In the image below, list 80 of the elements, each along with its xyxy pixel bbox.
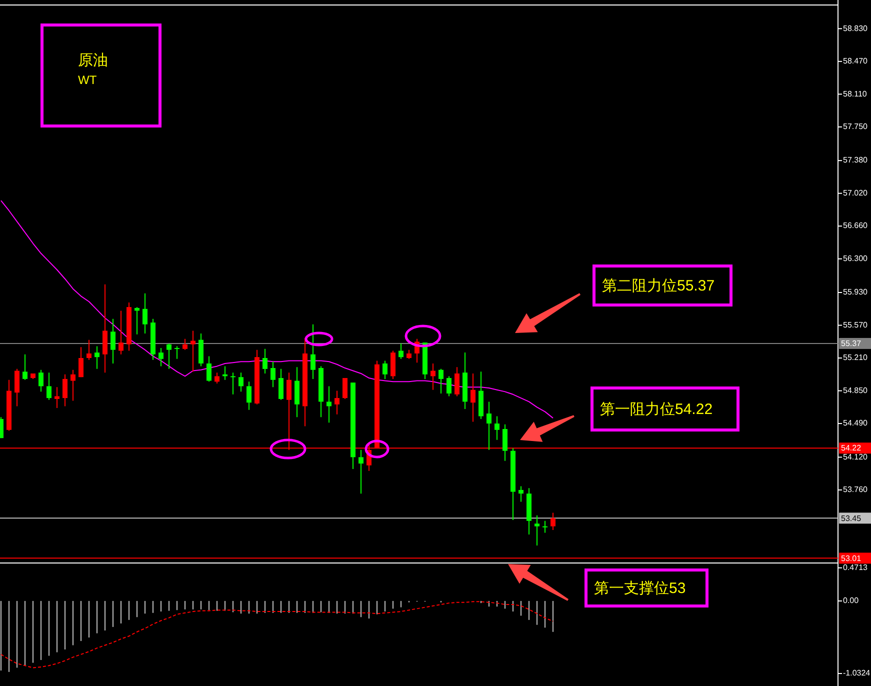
candlestick bbox=[22, 354, 28, 380]
y-tick-label: 55.210 bbox=[843, 353, 868, 362]
y-tick-label: -1.0324 bbox=[843, 668, 871, 678]
candlestick bbox=[54, 386, 60, 409]
line-series bbox=[0, 200, 554, 419]
ref-line-label: 54.22 bbox=[841, 444, 862, 453]
y-tick-label: 58.470 bbox=[843, 56, 868, 66]
candlestick bbox=[238, 372, 244, 392]
candlestick bbox=[494, 416, 500, 440]
y-tick-label: 58.110 bbox=[843, 89, 868, 98]
y-tick-label: 0.00 bbox=[843, 596, 860, 606]
candlestick bbox=[102, 284, 108, 374]
candlestick bbox=[534, 514, 540, 546]
text: 第一支撑位53 bbox=[594, 580, 686, 597]
candlestick bbox=[310, 324, 316, 380]
y-tick-label: 54.120 bbox=[843, 452, 868, 462]
candlestick bbox=[198, 332, 204, 367]
y-tick-label: 56.660 bbox=[843, 221, 868, 230]
candlestick bbox=[278, 368, 284, 400]
y-tick-label: 55.930 bbox=[843, 288, 868, 297]
candlestick bbox=[470, 372, 476, 422]
candlestick bbox=[246, 381, 252, 410]
candlestick bbox=[550, 512, 556, 530]
candlestick bbox=[118, 310, 124, 355]
y-tick-label: 0.4713 bbox=[843, 562, 868, 572]
candlestick bbox=[342, 378, 348, 400]
ref-line-label: 53.45 bbox=[841, 514, 862, 523]
candlestick bbox=[326, 386, 332, 424]
candlestick bbox=[110, 318, 116, 364]
y-tick-label: 55.570 bbox=[843, 320, 868, 330]
text: 第二阻力位55.37 bbox=[602, 277, 715, 294]
y-tick-label: 54.850 bbox=[843, 386, 868, 395]
annotation: WT bbox=[78, 73, 98, 87]
candlestick bbox=[406, 349, 412, 360]
candlestick bbox=[262, 348, 268, 374]
candlestick bbox=[190, 330, 196, 372]
ref-line-label: 53.01 bbox=[841, 554, 862, 563]
candlestick bbox=[486, 401, 492, 450]
text: 第一阻力位54.22 bbox=[600, 400, 713, 418]
candlestick bbox=[398, 342, 404, 360]
candlestick bbox=[270, 361, 276, 388]
candlestick bbox=[430, 362, 436, 390]
candlestick bbox=[134, 306, 140, 335]
candlestick bbox=[390, 350, 396, 380]
candlestick bbox=[174, 346, 180, 360]
y-tick-label: 58.830 bbox=[843, 24, 868, 33]
candlestick bbox=[46, 372, 52, 400]
candlestick bbox=[62, 374, 68, 407]
candlestick bbox=[94, 346, 100, 370]
line-series bbox=[0, 601, 554, 668]
y-tick-label: 56.300 bbox=[843, 254, 868, 263]
candlestick bbox=[182, 338, 188, 350]
candlestick bbox=[358, 449, 364, 494]
candlestick bbox=[158, 348, 164, 367]
candlestick bbox=[446, 376, 452, 397]
y-tick-label: 57.750 bbox=[843, 122, 868, 132]
candlestick bbox=[334, 390, 340, 415]
candlestick bbox=[14, 368, 20, 407]
candlestick bbox=[206, 356, 212, 382]
candlestick bbox=[518, 486, 524, 502]
y-tick-label: 53.760 bbox=[843, 485, 868, 494]
candlestick bbox=[542, 520, 548, 534]
ref-line-label: 55.37 bbox=[841, 339, 862, 348]
candlestick bbox=[78, 346, 84, 378]
y-tick-label: 54.490 bbox=[843, 418, 868, 428]
candlestick bbox=[382, 360, 388, 380]
candlestick bbox=[230, 372, 236, 395]
candlestick bbox=[214, 372, 220, 384]
annotation: 原油 bbox=[78, 52, 108, 69]
y-tick-label: 57.380 bbox=[843, 156, 868, 165]
candlestick bbox=[294, 366, 300, 418]
candlestick bbox=[438, 368, 444, 394]
candlestick bbox=[86, 339, 92, 360]
candlestick bbox=[70, 369, 76, 402]
candlestick bbox=[502, 424, 508, 462]
candlestick bbox=[454, 366, 460, 397]
candlestick bbox=[38, 369, 44, 392]
candlestick bbox=[166, 342, 172, 370]
y-tick-label: 57.020 bbox=[843, 188, 868, 198]
candlestick bbox=[142, 292, 148, 334]
